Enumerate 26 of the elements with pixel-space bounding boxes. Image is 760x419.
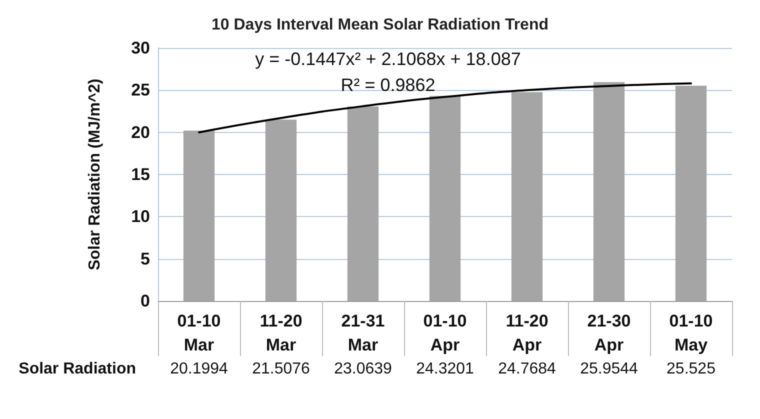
y-tick-label: 30 [131, 38, 150, 58]
data-label: 25.525 [666, 360, 716, 378]
data-label: 24.7684 [498, 360, 556, 378]
text: Solar Radiation [18, 360, 136, 378]
y-tick-label: 10 [131, 207, 150, 226]
annotation: R² = 0.9862 [340, 75, 436, 95]
data-label: 21.5076 [252, 360, 310, 378]
y-tick-label: 25 [131, 80, 150, 100]
y-axis-title: Solar Radiation (MJ/m^2) [86, 78, 104, 270]
x-tick-label: 21-31 Mar [341, 312, 385, 354]
x-tick-label: 01-10 Apr [423, 312, 467, 354]
x-tick-label: 01-10 Mar [177, 312, 221, 354]
data-label: 23.0639 [334, 360, 392, 378]
y-tick-label: 15 [131, 165, 150, 184]
data-label: 24.3201 [416, 360, 474, 378]
x-tick-label: 21-30 Apr [587, 312, 631, 354]
x-tick-label: 11-20 Mar [260, 312, 302, 354]
chart-title: 10 Days Interval Mean Solar Radiation Trend [212, 16, 548, 34]
y-tick-label: 5 [140, 249, 150, 268]
annotation: y = -0.1447x² + 2.1068x + 18.087 [255, 49, 521, 69]
data-label: 20.1994 [170, 360, 228, 378]
y-tick-label: 20 [131, 122, 150, 142]
data-label: 25.9544 [580, 360, 638, 378]
x-tick-label: 01-10 May [669, 312, 713, 354]
y-tick-label: 0 [140, 292, 150, 310]
x-tick-label: 11-20 Apr [506, 312, 548, 354]
